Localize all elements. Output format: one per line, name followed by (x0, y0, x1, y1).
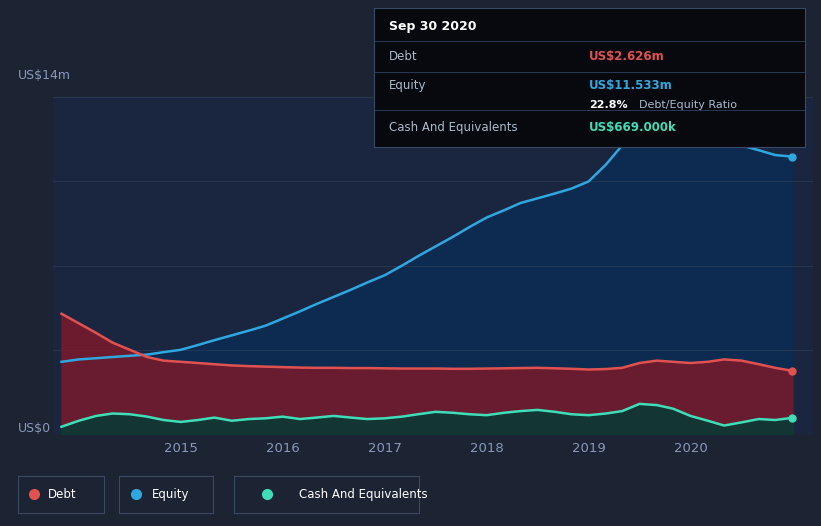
Text: US$14m: US$14m (18, 68, 71, 82)
Text: US$11.533m: US$11.533m (589, 79, 673, 93)
Text: Equity: Equity (152, 488, 190, 501)
Text: 22.8%: 22.8% (589, 100, 628, 110)
Text: Sep 30 2020: Sep 30 2020 (388, 21, 476, 34)
Text: Cash And Equivalents: Cash And Equivalents (388, 122, 517, 134)
Text: US$0: US$0 (18, 422, 51, 435)
Text: US$2.626m: US$2.626m (589, 50, 665, 63)
Text: Debt: Debt (388, 50, 417, 63)
Text: Cash And Equivalents: Cash And Equivalents (299, 488, 427, 501)
Text: US$669.000k: US$669.000k (589, 122, 677, 134)
Text: Debt: Debt (48, 488, 77, 501)
Text: Equity: Equity (388, 79, 426, 93)
Text: Debt/Equity Ratio: Debt/Equity Ratio (639, 100, 736, 110)
